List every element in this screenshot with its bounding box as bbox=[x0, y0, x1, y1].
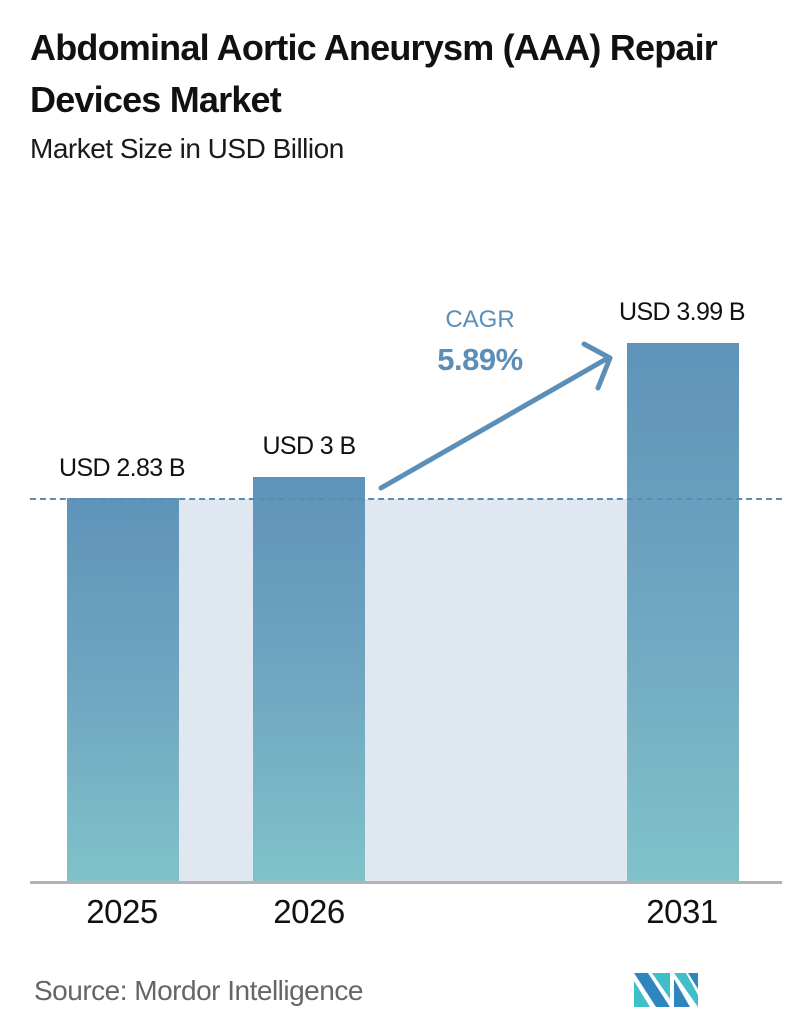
reference-dashed-line bbox=[30, 498, 782, 500]
x-tick-2025: 2025 bbox=[86, 893, 158, 930]
chart-title: Abdominal Aortic Aneurysm (AAA) Repair D… bbox=[30, 27, 718, 120]
bar-2031 bbox=[627, 343, 739, 882]
bar-value-label-2031: USD 3.99 B bbox=[618, 298, 746, 326]
x-tick-2031: 2031 bbox=[646, 893, 718, 930]
x-axis-line bbox=[30, 881, 782, 884]
cagr-label: CAGR bbox=[445, 306, 515, 333]
source-text: Source: Mordor Intelligence bbox=[34, 975, 363, 1006]
chart-subtitle: Market Size in USD Billion bbox=[30, 133, 344, 164]
bar-value-label-2025: USD 2.83 B bbox=[58, 454, 186, 482]
bar-2026 bbox=[253, 477, 365, 882]
bar-value-label-2026: USD 3 B bbox=[262, 432, 356, 460]
mordor-intelligence-logo-icon bbox=[634, 973, 698, 1007]
x-tick-2026: 2026 bbox=[273, 893, 345, 930]
cagr-value: 5.89% bbox=[437, 342, 523, 377]
bar-2025 bbox=[67, 498, 179, 882]
